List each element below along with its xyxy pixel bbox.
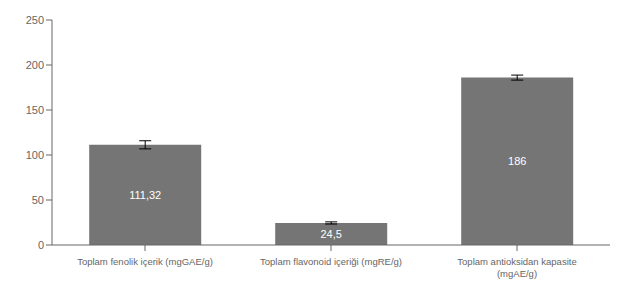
svg-text:200: 200: [26, 59, 44, 71]
svg-text:186: 186: [508, 155, 526, 167]
svg-text:Toplam flavonoid içeriği (mgRE: Toplam flavonoid içeriği (mgRE/g): [260, 256, 402, 267]
svg-text:111,32: 111,32: [129, 189, 161, 201]
svg-text:Toplam antioksidan kapasite(mg: Toplam antioksidan kapasite(mgAE/g): [457, 256, 576, 279]
svg-text:150: 150: [26, 104, 44, 116]
svg-text:50: 50: [32, 194, 44, 206]
svg-text:24,5: 24,5: [320, 228, 341, 240]
svg-text:Toplam fenolik içerik (mgGAE/g: Toplam fenolik içerik (mgGAE/g): [77, 256, 213, 267]
svg-text:250: 250: [26, 14, 44, 26]
svg-text:100: 100: [26, 149, 44, 161]
svg-text:0: 0: [38, 239, 44, 251]
